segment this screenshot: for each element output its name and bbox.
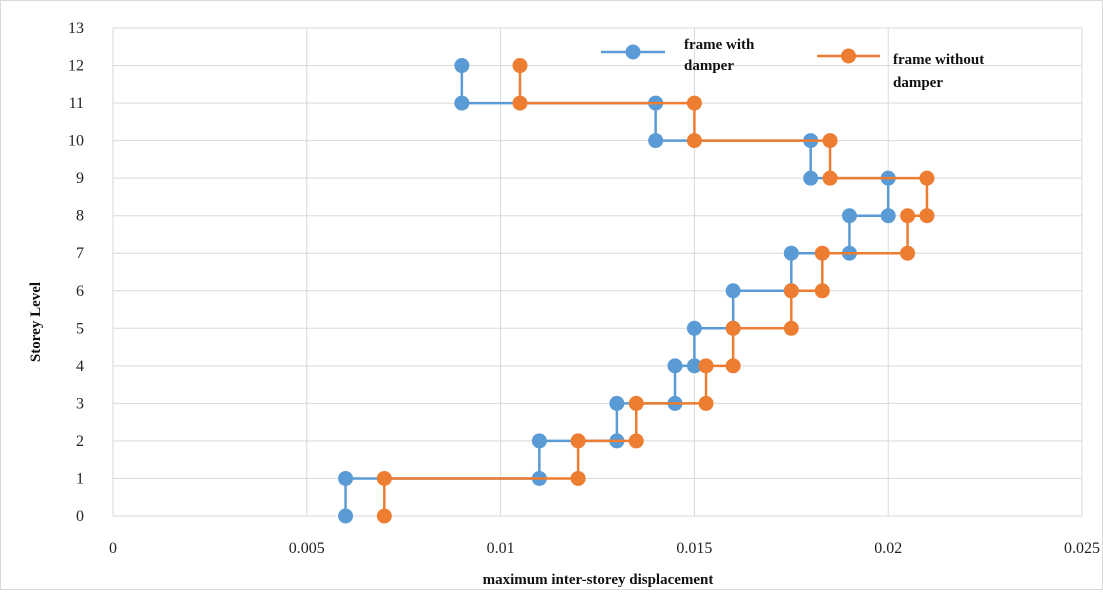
data-point	[686, 358, 702, 374]
data-point	[686, 320, 702, 336]
legend-marker	[841, 48, 856, 64]
data-point	[900, 208, 916, 224]
data-point	[783, 245, 799, 261]
legend-item-2: frame without damper	[817, 48, 984, 91]
x-tick-label: 0.01	[487, 540, 515, 557]
data-point	[698, 395, 714, 411]
y-axis-title: Storey Level	[28, 282, 44, 362]
data-point	[512, 95, 528, 111]
data-point	[628, 395, 644, 411]
x-tick-label: 0.005	[289, 540, 325, 557]
data-point	[686, 95, 702, 111]
legend-item-1: frame with damper	[601, 37, 755, 74]
data-point	[512, 58, 528, 74]
data-point	[814, 245, 830, 261]
data-point	[783, 320, 799, 336]
data-point	[725, 320, 741, 336]
data-point	[531, 433, 547, 449]
data-point	[814, 283, 830, 299]
y-tick-label: 1	[76, 470, 84, 487]
y-tick-label: 5	[76, 320, 84, 337]
data-point	[725, 283, 741, 299]
series	[338, 58, 935, 524]
x-tick-label: 0.02	[874, 540, 902, 557]
y-tick-label: 4	[76, 358, 84, 375]
data-point	[667, 358, 683, 374]
legend-label: damper	[893, 75, 943, 91]
x-tick-label: 0.025	[1064, 540, 1100, 557]
series-line	[383, 65, 929, 516]
data-point	[686, 133, 702, 149]
y-tick-label: 13	[68, 20, 84, 37]
y-tick-label: 10	[68, 133, 84, 150]
data-point	[338, 508, 354, 524]
legend-label: frame with	[684, 37, 755, 53]
y-tick-label: 8	[76, 208, 84, 225]
data-point	[803, 170, 819, 186]
y-tick-label: 11	[69, 95, 84, 112]
grid	[112, 27, 1083, 517]
legend: frame with damper frame without damper	[601, 37, 984, 91]
legend-label: frame without	[893, 52, 984, 68]
data-point	[570, 470, 586, 486]
y-tick-label: 12	[68, 58, 84, 75]
data-point	[919, 170, 935, 186]
x-tick-label: 0	[109, 540, 117, 557]
y-tick-label: 9	[76, 170, 84, 187]
y-tick-label: 0	[76, 508, 84, 525]
legend-label: damper	[684, 58, 734, 74]
data-point	[628, 433, 644, 449]
x-tick-label: 0.015	[676, 540, 712, 557]
data-point	[880, 208, 896, 224]
data-point	[376, 508, 392, 524]
data-point	[454, 58, 470, 74]
y-tick-label: 6	[76, 283, 84, 300]
data-point	[338, 470, 354, 486]
data-point	[454, 95, 470, 111]
data-point	[609, 395, 625, 411]
series-2	[376, 58, 935, 524]
y-tick-label: 7	[76, 245, 84, 262]
data-point	[919, 208, 935, 224]
y-tick-label: 2	[76, 433, 84, 450]
legend-marker	[625, 44, 641, 60]
data-point	[822, 170, 838, 186]
data-point	[698, 358, 714, 374]
data-point	[376, 470, 392, 486]
x-axis-title: maximum inter-storey displacement	[483, 572, 714, 588]
data-point	[841, 208, 857, 224]
data-point	[570, 433, 586, 449]
y-tick-label: 3	[76, 395, 84, 412]
data-point	[783, 283, 799, 299]
data-point	[822, 133, 838, 149]
data-point	[648, 133, 664, 149]
data-point	[725, 358, 741, 374]
data-point	[900, 245, 916, 261]
